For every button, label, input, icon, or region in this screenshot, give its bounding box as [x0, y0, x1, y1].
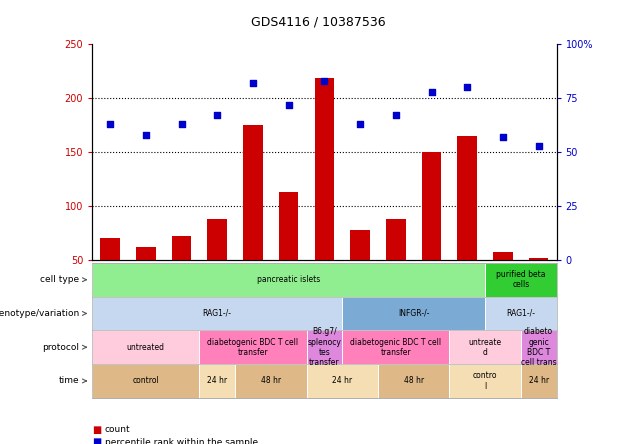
Text: untreated: untreated: [127, 343, 165, 352]
Text: diabeto
genic
BDC T
cell trans: diabeto genic BDC T cell trans: [521, 327, 556, 367]
Point: [498, 134, 508, 141]
Text: RAG1-/-: RAG1-/-: [203, 309, 232, 318]
Point: [212, 112, 223, 119]
Bar: [136, 247, 156, 260]
Text: protocol: protocol: [43, 343, 80, 352]
Bar: [207, 219, 227, 260]
Bar: [386, 219, 406, 260]
Text: contro
l: contro l: [473, 371, 497, 391]
Text: diabetogenic BDC T cell
transfer: diabetogenic BDC T cell transfer: [350, 337, 441, 357]
Text: 48 hr: 48 hr: [261, 377, 281, 385]
Text: ■: ■: [92, 437, 102, 444]
Point: [391, 112, 401, 119]
Text: ■: ■: [92, 425, 102, 435]
Text: RAG1-/-: RAG1-/-: [506, 309, 536, 318]
Point: [141, 131, 151, 139]
Text: cell type: cell type: [40, 275, 80, 284]
Bar: [172, 236, 191, 260]
Point: [355, 120, 365, 127]
Point: [176, 120, 186, 127]
Point: [284, 101, 294, 108]
Bar: [315, 78, 334, 260]
Point: [426, 88, 436, 95]
Bar: [422, 152, 441, 260]
Point: [105, 120, 115, 127]
Text: diabetogenic BDC T cell
transfer: diabetogenic BDC T cell transfer: [207, 337, 298, 357]
Point: [534, 142, 544, 149]
Text: 24 hr: 24 hr: [332, 377, 352, 385]
Text: 24 hr: 24 hr: [207, 377, 227, 385]
Text: genotype/variation: genotype/variation: [0, 309, 80, 318]
Point: [248, 79, 258, 87]
Bar: [350, 230, 370, 260]
Text: count: count: [105, 425, 130, 434]
Point: [462, 84, 473, 91]
Text: percentile rank within the sample: percentile rank within the sample: [105, 438, 258, 444]
Text: control: control: [132, 377, 159, 385]
Text: purified beta
cells: purified beta cells: [496, 270, 546, 289]
Bar: [100, 238, 120, 260]
Text: GDS4116 / 10387536: GDS4116 / 10387536: [251, 16, 385, 28]
Bar: [279, 192, 298, 260]
Text: INFGR-/-: INFGR-/-: [398, 309, 429, 318]
Text: untreate
d: untreate d: [469, 337, 502, 357]
Text: pancreatic islets: pancreatic islets: [257, 275, 321, 284]
Text: 48 hr: 48 hr: [404, 377, 424, 385]
Text: B6.g7/
splenocy
tes
transfer: B6.g7/ splenocy tes transfer: [307, 327, 342, 367]
Bar: [457, 136, 477, 260]
Bar: [529, 258, 548, 260]
Text: time: time: [59, 377, 80, 385]
Bar: [243, 125, 263, 260]
Point: [319, 77, 329, 84]
Bar: [493, 252, 513, 260]
Text: 24 hr: 24 hr: [529, 377, 549, 385]
